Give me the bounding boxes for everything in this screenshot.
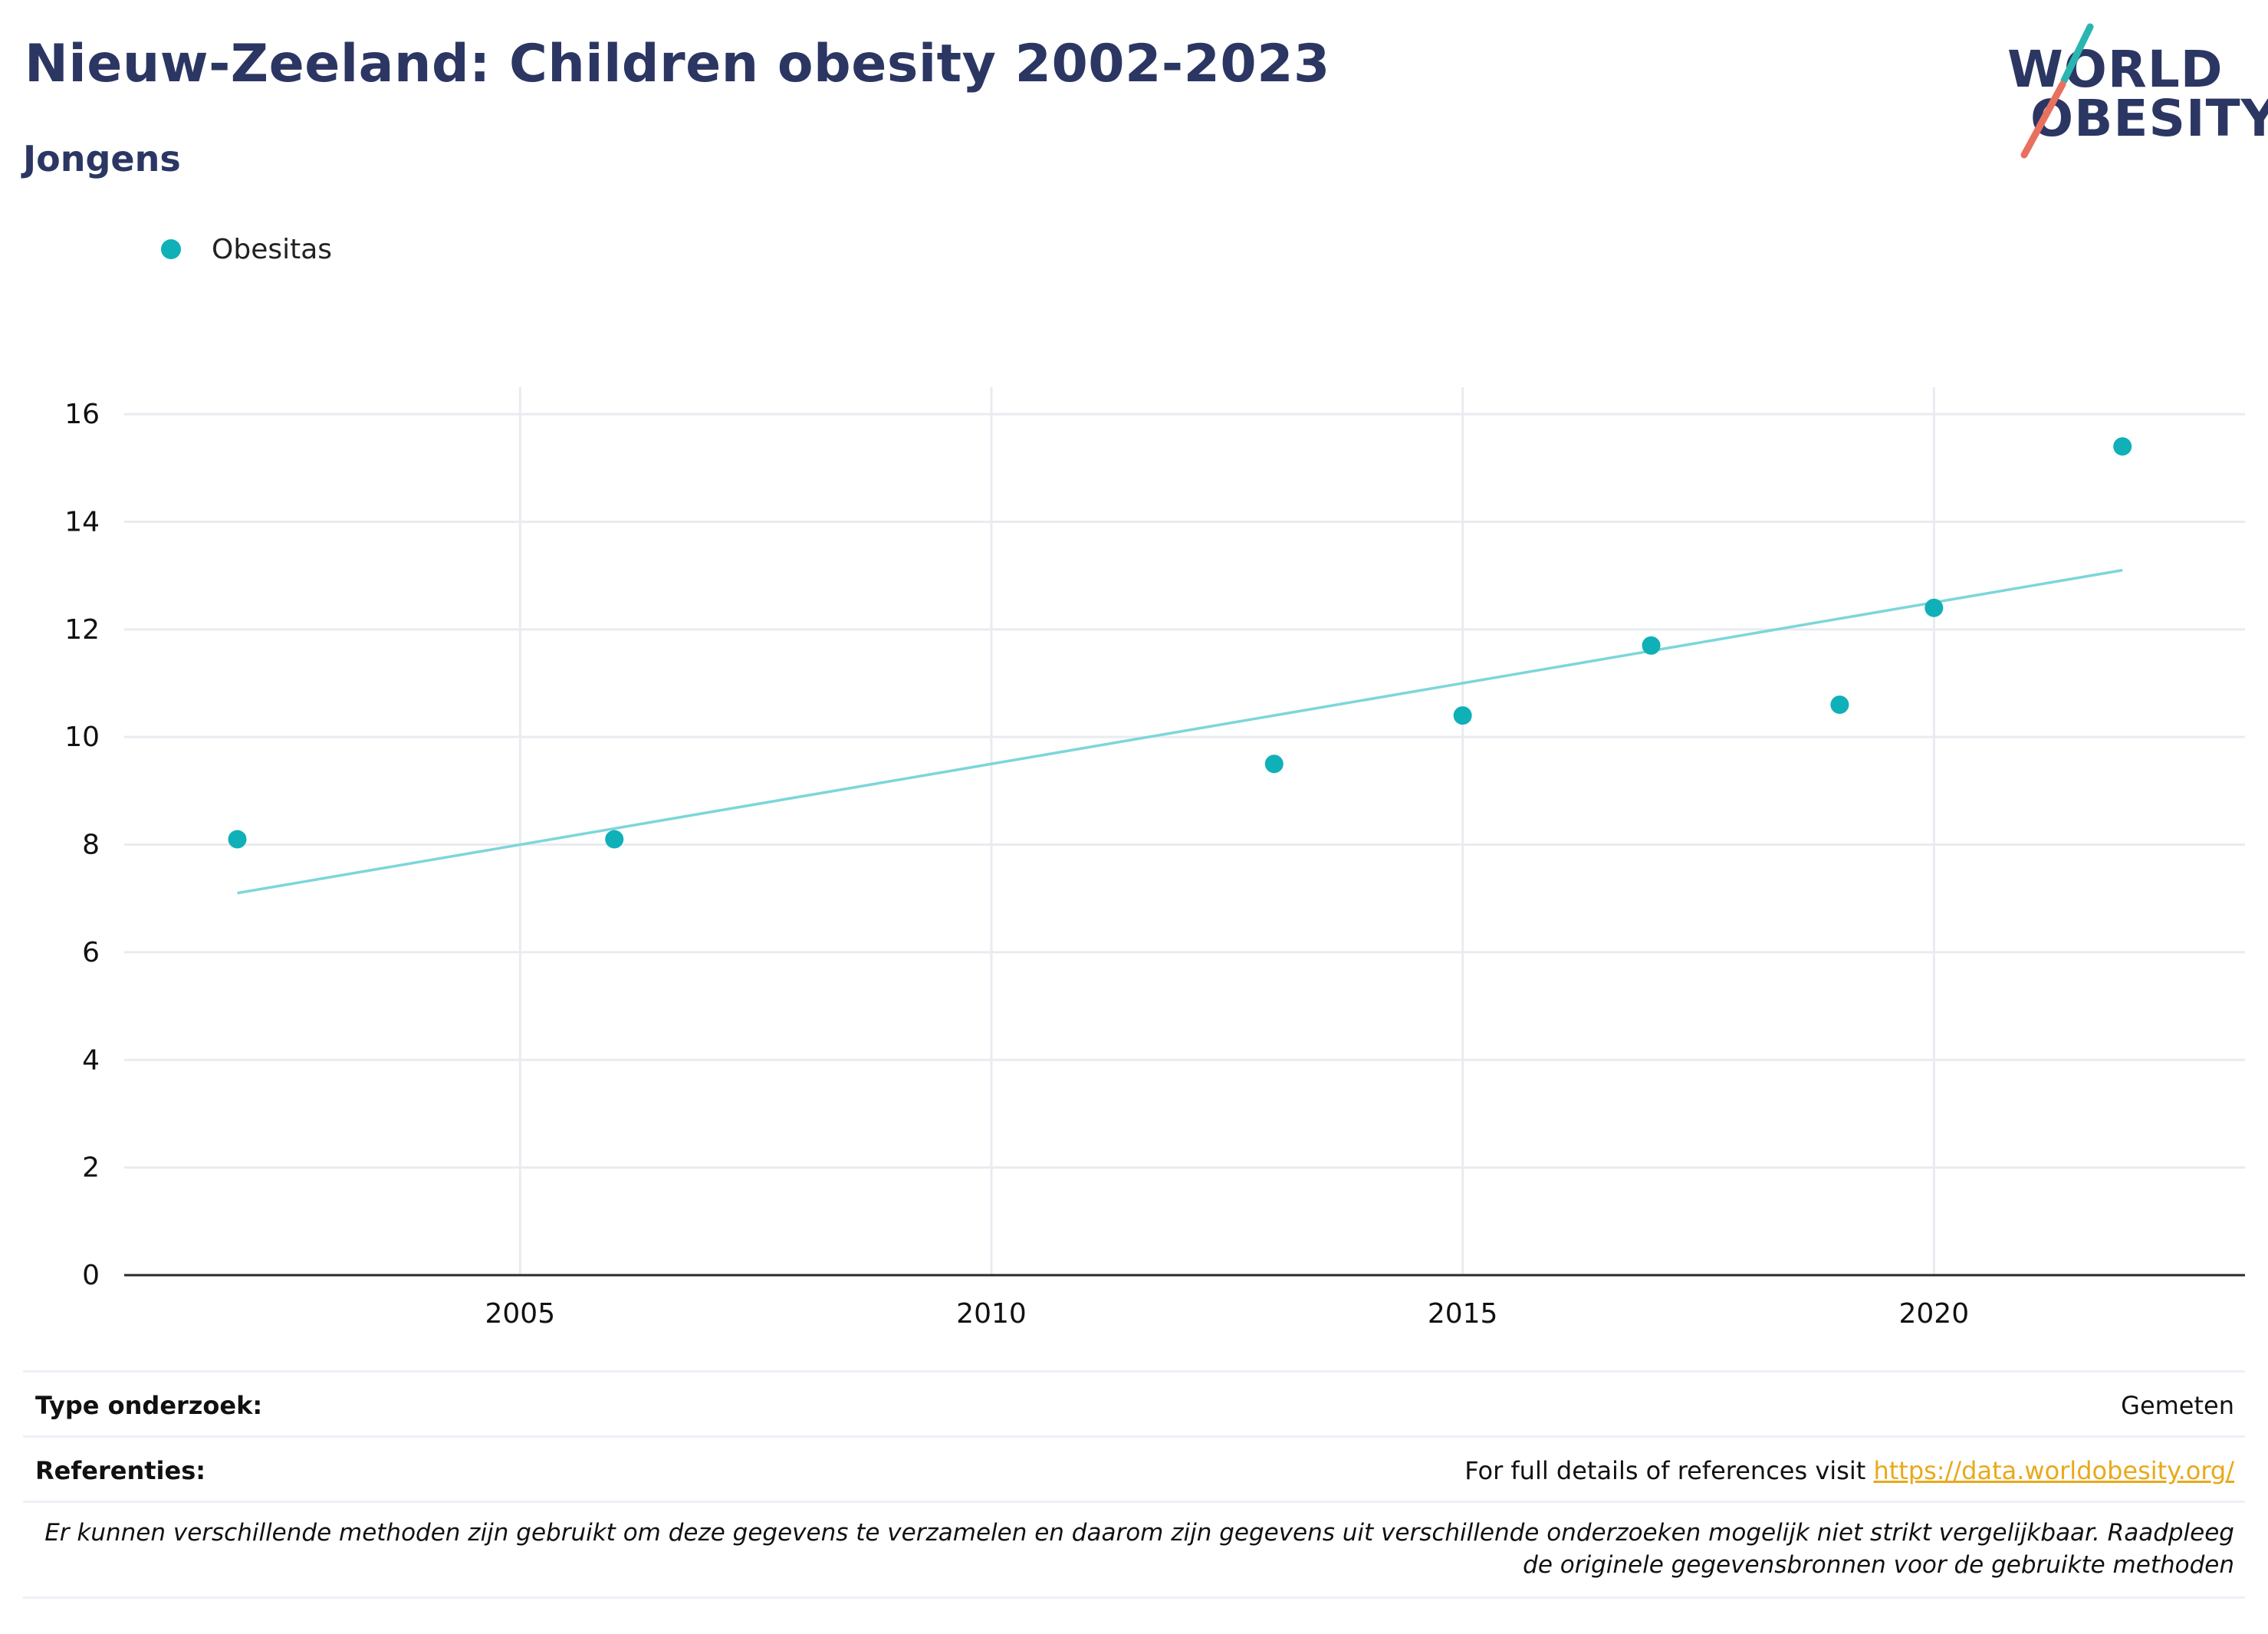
references-label: Referenties:	[35, 1456, 206, 1485]
references-link[interactable]: https://data.worldobesity.org/	[1873, 1456, 2234, 1485]
y-tick-label: 8	[82, 830, 100, 861]
data-point	[1453, 706, 1472, 725]
points-layer	[228, 437, 2132, 849]
data-point	[1264, 755, 1284, 774]
y-tick-label: 12	[64, 614, 100, 646]
data-point	[1925, 598, 1944, 617]
survey-type-value: Gemeten	[2121, 1391, 2234, 1420]
disclaimer-text: Er kunnen verschillende methoden zijn ge…	[41, 1517, 2234, 1581]
data-point	[228, 830, 247, 849]
y-tick-label: 0	[82, 1260, 100, 1291]
trendline	[237, 568, 2123, 895]
world-obesity-logo: WORLD OBESITY	[1994, 23, 2268, 161]
trendline-layer	[237, 568, 2123, 895]
x-tick-label: 2015	[1428, 1298, 1498, 1330]
data-point	[1642, 636, 1661, 655]
logo-slash-icon	[2020, 23, 2094, 159]
legend-marker-obesitas	[161, 239, 181, 259]
disclaimer-line-1: Er kunnen verschillende methoden zijn ge…	[44, 1519, 2234, 1547]
data-point	[2113, 437, 2132, 456]
y-tick-label: 14	[64, 506, 100, 538]
y-tick-label: 10	[64, 722, 100, 753]
data-point	[1830, 695, 1849, 715]
y-tick-label: 2	[82, 1152, 100, 1184]
logo-line-2: OBESITY	[2030, 89, 2268, 148]
y-tick-label: 16	[64, 399, 100, 430]
legend-label-obesitas: Obesitas	[212, 233, 333, 265]
chart-legend[interactable]: Obesitas	[161, 230, 332, 268]
data-point	[605, 830, 624, 849]
grid-layer	[124, 387, 2245, 1275]
references-row: Referenties: For full details of referen…	[23, 1435, 2245, 1501]
disclaimer-row: Er kunnen verschillende methoden zijn ge…	[23, 1501, 2245, 1599]
references-value: For full details of references visit htt…	[1464, 1456, 2234, 1485]
page-title: Nieuw-Zeeland: Children obesity 2002-202…	[25, 34, 1330, 94]
x-tick-label: 2020	[1899, 1298, 1970, 1330]
x-tick-label: 2005	[485, 1298, 556, 1330]
y-tick-label: 4	[82, 1044, 100, 1076]
survey-type-label: Type onderzoek:	[35, 1391, 263, 1420]
logo-line-1: WORLD	[2007, 40, 2224, 99]
survey-type-row: Type onderzoek: Gemeten	[23, 1370, 2245, 1435]
disclaimer-line-2: de originele gegevensbronnen voor de geb…	[1523, 1551, 2234, 1579]
x-tick-label: 2010	[956, 1298, 1027, 1330]
scatter-chart: 0 2 4 6 8 10 12 14 16 2005 2010 2015 2020	[64, 387, 2245, 1330]
page-subtitle: Jongens	[23, 138, 181, 179]
info-table: Type onderzoek: Gemeten Referenties: For…	[23, 1370, 2245, 1599]
references-text: For full details of references visit	[1464, 1456, 1874, 1485]
tick-label-layer: 0 2 4 6 8 10 12 14 16 2005 2010 2015 2020	[64, 399, 1969, 1330]
y-tick-label: 6	[82, 937, 100, 968]
